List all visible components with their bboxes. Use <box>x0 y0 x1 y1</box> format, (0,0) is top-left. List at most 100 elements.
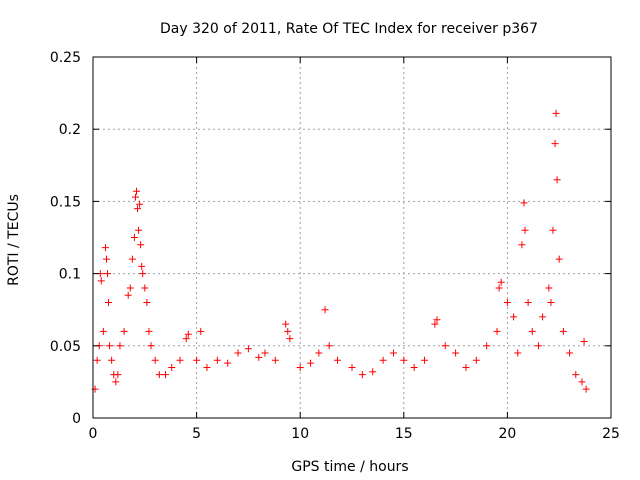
x-tick-label: 15 <box>395 426 413 442</box>
data-point <box>410 363 418 371</box>
data-point <box>213 356 221 364</box>
data-point <box>101 244 109 252</box>
data-point <box>114 371 122 379</box>
data-point <box>197 327 205 335</box>
data-points <box>91 109 590 393</box>
data-point <box>176 356 184 364</box>
data-point <box>493 327 501 335</box>
data-point <box>578 378 586 386</box>
y-tick-label: 0.25 <box>50 50 81 66</box>
data-point <box>552 109 560 117</box>
data-point <box>130 234 138 241</box>
data-point <box>566 349 574 357</box>
data-point <box>296 363 304 371</box>
data-point <box>369 368 377 376</box>
data-point <box>582 385 590 393</box>
y-axis-label: ROTI / TECUs <box>6 194 22 286</box>
data-point <box>333 356 341 364</box>
data-point <box>108 356 116 364</box>
data-point <box>116 342 124 350</box>
data-point <box>162 371 170 379</box>
data-point <box>135 226 143 234</box>
data-point <box>147 342 155 350</box>
x-axis-ticks: 0 5 10 15 20 25 <box>89 57 620 442</box>
data-point <box>307 359 315 367</box>
data-point <box>99 327 107 335</box>
y-tick-label: 0.2 <box>59 122 81 138</box>
x-tick-label: 10 <box>291 426 309 442</box>
data-point <box>441 342 449 350</box>
y-tick-label: 0.05 <box>50 339 81 355</box>
y-tick-label: 0 <box>72 411 81 427</box>
data-point <box>193 356 201 364</box>
data-point <box>255 353 263 361</box>
data-point <box>128 255 136 263</box>
data-point <box>520 199 528 207</box>
data-point <box>483 342 491 350</box>
data-point <box>124 291 132 299</box>
data-point <box>93 356 101 364</box>
data-point <box>389 349 397 357</box>
x-axis-label: GPS time / hours <box>291 459 408 475</box>
data-point <box>136 200 144 208</box>
data-point <box>503 298 511 306</box>
data-point <box>151 356 159 364</box>
data-point <box>379 356 387 364</box>
data-point <box>400 356 408 364</box>
data-point <box>528 327 536 335</box>
data-point <box>133 187 141 195</box>
y-axis-ticks: 0 0.05 0.1 0.15 0.2 0.25 <box>50 50 611 427</box>
data-point <box>141 284 149 292</box>
data-point <box>524 298 532 306</box>
data-point <box>120 327 128 335</box>
y-tick-label: 0.15 <box>50 194 81 210</box>
data-point <box>421 356 429 364</box>
data-point <box>145 327 153 335</box>
data-point <box>510 313 518 321</box>
data-point <box>325 342 333 350</box>
y-tick-label: 0.1 <box>59 267 81 283</box>
data-point <box>497 278 505 286</box>
data-point <box>143 298 151 306</box>
data-point <box>244 345 252 353</box>
plot-frame <box>92 56 612 419</box>
data-point <box>102 255 110 263</box>
data-point <box>431 320 439 328</box>
data-point <box>184 330 192 338</box>
data-point <box>224 359 232 367</box>
data-point <box>551 140 559 148</box>
data-point <box>559 327 567 335</box>
data-point <box>234 349 242 357</box>
data-point <box>182 335 190 343</box>
data-point <box>97 277 105 285</box>
data-point <box>271 356 279 364</box>
data-point <box>321 306 329 314</box>
data-point <box>261 349 269 357</box>
grid-lines <box>93 57 611 418</box>
data-point <box>472 356 480 364</box>
data-point <box>137 241 145 249</box>
data-point <box>104 270 112 278</box>
data-point <box>286 335 294 343</box>
data-point <box>521 226 529 234</box>
data-point <box>539 313 547 321</box>
data-point <box>348 363 356 371</box>
data-point <box>168 363 176 371</box>
data-point <box>282 320 290 328</box>
x-tick-label: 0 <box>89 426 98 442</box>
data-point <box>134 205 142 213</box>
data-point <box>553 176 561 184</box>
data-point <box>139 270 147 278</box>
data-point <box>284 327 292 335</box>
data-point <box>203 363 211 371</box>
x-tick-label: 5 <box>192 426 201 442</box>
data-point <box>514 349 522 357</box>
data-point <box>433 316 441 324</box>
data-point <box>534 342 542 350</box>
data-point <box>315 349 323 357</box>
data-point <box>572 371 580 379</box>
data-point <box>105 298 113 306</box>
data-point <box>518 241 526 249</box>
data-point <box>580 337 588 345</box>
